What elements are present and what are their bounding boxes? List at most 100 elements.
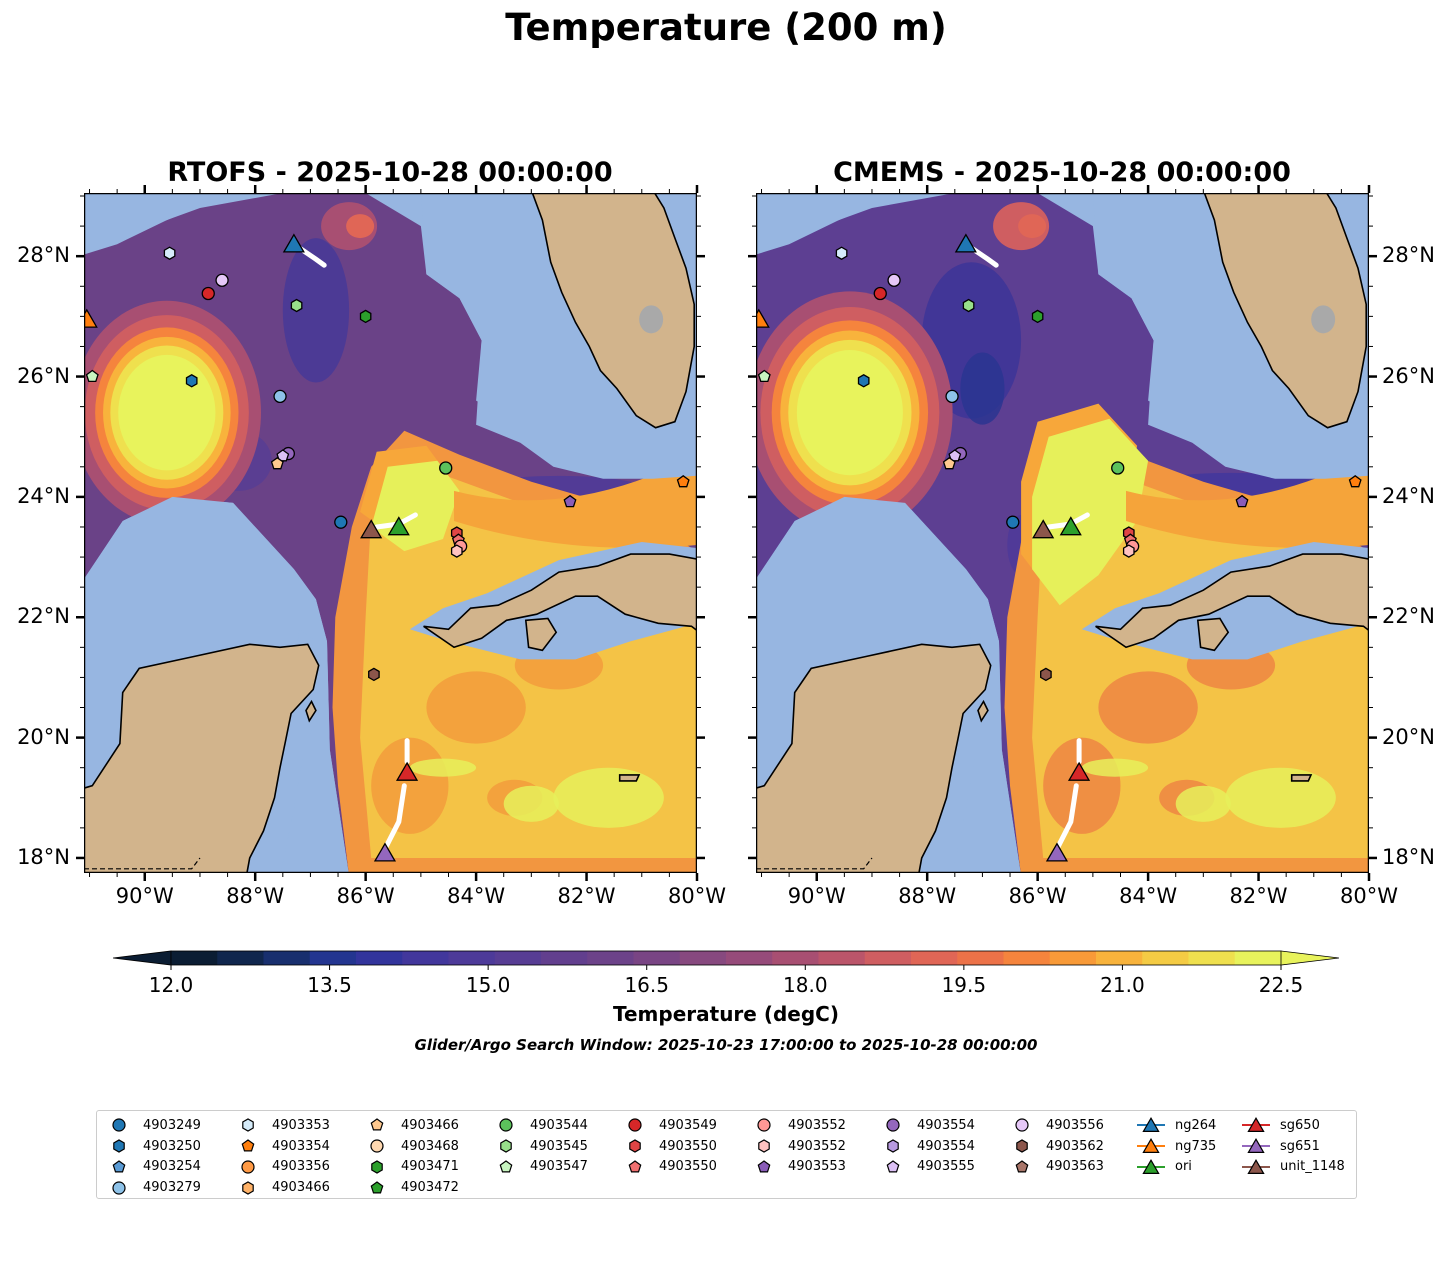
- obs-4903544: [439, 461, 453, 475]
- legend-label: 4903545: [530, 1138, 588, 1154]
- lat-tick-label-left: 18°N: [17, 844, 70, 869]
- legend-label: 4903468: [401, 1138, 459, 1154]
- obs-4903249: [334, 515, 348, 529]
- obs-4903545: [962, 298, 975, 313]
- legend-column: 4903249 4903250 4903254 4903279: [105, 1115, 201, 1198]
- legend-item: 4903552: [750, 1136, 846, 1157]
- obs-4903556: [887, 273, 901, 287]
- lat-tick-label-right: 24°N: [1382, 483, 1435, 508]
- legend-label: ng735: [1175, 1138, 1217, 1154]
- legend-item: 4903556: [1008, 1115, 1104, 1136]
- lat-tick-label-right: 26°N: [1382, 363, 1435, 388]
- legend-label: 4903254: [143, 1159, 201, 1175]
- hexagon-marker-icon: [242, 1181, 254, 1195]
- triangle-marker-icon: [1242, 1117, 1270, 1133]
- legend-marker: [112, 1181, 126, 1195]
- circle-marker-icon: [241, 1160, 255, 1174]
- legend-marker: [1247, 1158, 1265, 1174]
- northern-warm-core: [1018, 214, 1047, 239]
- legend-item: ori: [1137, 1157, 1216, 1178]
- legend-marker: [1247, 1117, 1265, 1133]
- legend-marker: [629, 1139, 641, 1153]
- colorbar-segment: [1003, 951, 1051, 965]
- obs-ng735: [756, 308, 770, 328]
- legend-column: 4903554 4903554 4903555: [879, 1115, 975, 1177]
- pentagon-marker-icon: [370, 1181, 384, 1194]
- legend-marker: [113, 1139, 125, 1153]
- colorbar-segment: [263, 951, 311, 965]
- colorbar-segment: [494, 951, 542, 965]
- circle-marker-icon: [112, 1181, 126, 1195]
- legend-item: 4903549: [621, 1115, 717, 1136]
- legend-label: 4903547: [530, 1159, 588, 1175]
- map-frame: [84, 193, 697, 873]
- legend-label: 4903563: [1046, 1159, 1104, 1175]
- lon-tick-label: 84°W: [1119, 884, 1178, 908]
- colorbar-segment: [587, 951, 634, 965]
- obs-4903549: [873, 286, 887, 301]
- obs-4903553: [563, 494, 577, 508]
- obs-ori: [1059, 516, 1082, 536]
- pentagon-marker-icon: [241, 1139, 255, 1152]
- legend-label: 4903550: [659, 1159, 717, 1175]
- cozumel-island-land: [305, 699, 317, 723]
- obs-4903279: [945, 389, 959, 404]
- hexagon-marker-icon: [371, 1160, 383, 1174]
- legend-item: 4903472: [363, 1177, 459, 1198]
- florida-land: [531, 193, 695, 429]
- obs-sg650: [395, 761, 419, 781]
- cold-pocket: [960, 352, 1005, 425]
- track-sg651: [1054, 783, 1079, 852]
- obs-4903249: [1006, 515, 1020, 529]
- legend-marker: [757, 1118, 771, 1132]
- eddy-ring: [796, 350, 903, 476]
- colorbar-segment: [541, 951, 588, 965]
- legend-marker: [242, 1181, 254, 1195]
- figure-title: Temperature (200 m): [505, 6, 947, 49]
- legend-label: ori: [1175, 1159, 1192, 1175]
- legend-marker: [370, 1118, 384, 1131]
- obs-ng735: [84, 308, 98, 328]
- legend-column: 4903549 4903550 4903550: [621, 1115, 717, 1177]
- legend-item: 4903554: [879, 1136, 975, 1157]
- lat-tick-label-right: 22°N: [1382, 604, 1435, 629]
- legend-marker: [500, 1139, 512, 1153]
- hot-patch: [553, 767, 664, 828]
- circle-marker-icon: [628, 1118, 642, 1132]
- legend-label: 4903544: [530, 1117, 588, 1133]
- obs-4903250: [185, 374, 198, 388]
- legend-label: 4903471: [401, 1159, 459, 1175]
- lat-tick-label-left: 26°N: [17, 363, 70, 388]
- obs-4903547: [757, 369, 771, 383]
- colorbar-segment: [864, 951, 912, 965]
- colorbar-segment: [356, 951, 403, 965]
- legend-label: sg651: [1280, 1138, 1320, 1154]
- colorbar-tick-label: 22.5: [1258, 973, 1304, 997]
- lon-tick-label: 88°W: [898, 884, 957, 908]
- obs-4903552h: [1122, 544, 1135, 558]
- colorbar-tick-label: 18.0: [783, 973, 828, 997]
- legend-marker: [887, 1139, 899, 1153]
- legend-item: 4903547: [492, 1157, 588, 1178]
- hexagon-marker-icon: [113, 1139, 125, 1153]
- hot-patch: [1175, 785, 1231, 822]
- obs-4903354: [676, 474, 690, 488]
- legend-item: 4903550: [621, 1136, 717, 1157]
- legend-marker: [886, 1118, 900, 1132]
- colorbar-segment: [171, 951, 218, 965]
- louisiana-shelf: [756, 193, 904, 255]
- colorbar-tick-label: 15.0: [465, 973, 511, 997]
- panel-title-cmems: CMEMS - 2025-10-28 00:00:00: [833, 157, 1291, 188]
- obs-4903279: [273, 389, 287, 404]
- legend-marker: [1016, 1139, 1028, 1153]
- eddy-ring: [118, 354, 216, 471]
- lon-tick-label: 82°W: [557, 884, 616, 908]
- lat-tick-label-left: 20°N: [17, 724, 70, 749]
- map-panel-rtofs: [84, 193, 697, 873]
- lon-tick-label: 84°W: [447, 884, 506, 908]
- circle-marker-icon: [112, 1118, 126, 1132]
- cayman-islands-land: [1290, 774, 1313, 782]
- legend-marker: [758, 1139, 770, 1153]
- obs-4903562: [368, 667, 380, 682]
- colorbar-segment: [818, 951, 866, 965]
